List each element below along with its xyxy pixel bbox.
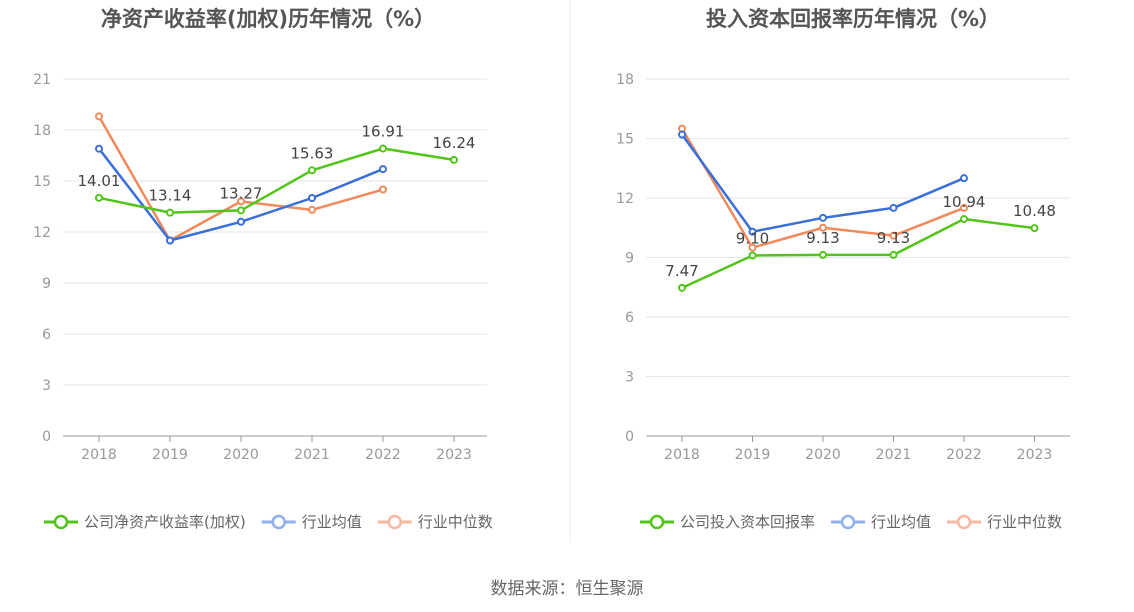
x-tick-label: 2022 [946, 447, 982, 463]
legend-marker-industry_avg [840, 514, 856, 530]
chart-title: 投入资本回报率历年情况（%） [706, 7, 1000, 31]
data-point-company [166, 208, 174, 217]
y-tick-label: 12 [33, 225, 51, 241]
y-tick-label: 9 [42, 276, 51, 292]
legend-label-company: 公司投入资本回报率 [680, 513, 815, 531]
legend-label-industry_avg: 行业均值 [871, 513, 931, 531]
y-tick-label: 9 [625, 251, 634, 267]
data-point-industry_median [95, 112, 103, 121]
y-tick-label: 18 [616, 72, 634, 88]
x-tick-label: 2018 [81, 447, 117, 463]
data-point-industry_avg [379, 165, 387, 174]
data-point-industry_median [379, 185, 387, 194]
y-tick-label: 3 [625, 370, 634, 386]
data-point-industry_avg [678, 130, 686, 139]
y-tick-label: 6 [42, 327, 51, 343]
legend-label-industry_median: 行业中位数 [418, 513, 493, 531]
series-line-company [98, 147, 455, 214]
data-point-company [678, 283, 686, 292]
y-tick-label: 0 [625, 429, 634, 445]
data-point-company [748, 251, 757, 260]
legend-marker-industry_median [387, 514, 402, 530]
data-point-industry_median [960, 203, 968, 212]
y-tick-label: 15 [616, 132, 634, 148]
data-label: 10.94 [943, 193, 986, 211]
data-point-industry_median [748, 243, 757, 252]
legend-marker-industry_avg [271, 514, 286, 530]
data-point-industry_avg [95, 144, 103, 153]
data-point-industry_avg [166, 236, 174, 245]
y-tick-label: 0 [42, 429, 51, 445]
x-tick-label: 2020 [223, 447, 259, 463]
data-point-company [379, 144, 387, 153]
data-label: 9.10 [736, 230, 769, 248]
data-point-company [95, 193, 103, 202]
y-tick-label: 21 [33, 72, 51, 88]
data-label: 15.63 [291, 144, 334, 162]
x-tick-label: 2020 [805, 447, 841, 463]
legend-label-industry_median: 行业中位数 [987, 513, 1062, 531]
data-point-company [450, 155, 458, 164]
x-tick-label: 2019 [152, 447, 188, 463]
data-label: 10.48 [1013, 202, 1056, 220]
legend-marker-company [649, 514, 665, 530]
data-point-industry_median [819, 223, 827, 232]
data-label: 9.13 [877, 229, 910, 247]
y-tick-label: 15 [33, 174, 51, 190]
y-tick-label: 6 [625, 310, 634, 326]
data-point-industry_median [308, 205, 316, 214]
data-point-company [889, 250, 898, 259]
series-line-company [681, 217, 1035, 289]
y-tick-label: 12 [616, 191, 634, 207]
data-label: 16.24 [433, 134, 476, 152]
data-label: 7.47 [665, 262, 698, 280]
x-tick-label: 2022 [365, 447, 401, 463]
data-point-company [308, 166, 316, 175]
legend-label-industry_avg: 行业均值 [302, 513, 362, 531]
data-point-company [1030, 224, 1039, 233]
data-point-industry_avg [960, 174, 968, 183]
x-tick-label: 2018 [664, 447, 700, 463]
data-label: 14.01 [78, 172, 121, 190]
x-tick-label: 2023 [1017, 447, 1053, 463]
data-point-industry_avg [237, 217, 245, 226]
data-point-industry_median [889, 231, 898, 240]
x-tick-label: 2021 [294, 447, 330, 463]
legend-marker-company [53, 514, 69, 530]
data-source-note: 数据来源：恒生聚源 [490, 579, 644, 599]
data-point-company [819, 250, 827, 259]
data-point-industry_median [237, 197, 245, 206]
data-label: 9.13 [806, 229, 839, 247]
x-tick-label: 2021 [876, 447, 912, 463]
legend-label-company: 公司净资产收益率(加权) [84, 513, 246, 531]
data-point-industry_avg [308, 194, 316, 202]
data-label: 13.14 [149, 187, 192, 205]
data-point-industry_avg [889, 203, 898, 212]
legend-marker-industry_median [956, 514, 972, 530]
data-point-company [960, 215, 968, 224]
data-point-industry_avg [748, 227, 757, 236]
x-tick-label: 2019 [735, 447, 771, 463]
y-tick-label: 3 [42, 378, 51, 394]
chart-title: 净资产收益率(加权)历年情况（%） [101, 7, 435, 31]
data-point-industry_avg [819, 213, 827, 222]
data-point-company [237, 206, 245, 215]
data-label: 16.91 [362, 123, 405, 141]
y-tick-label: 18 [33, 123, 51, 139]
data-label: 13.27 [220, 184, 263, 202]
x-tick-label: 2023 [436, 447, 472, 463]
